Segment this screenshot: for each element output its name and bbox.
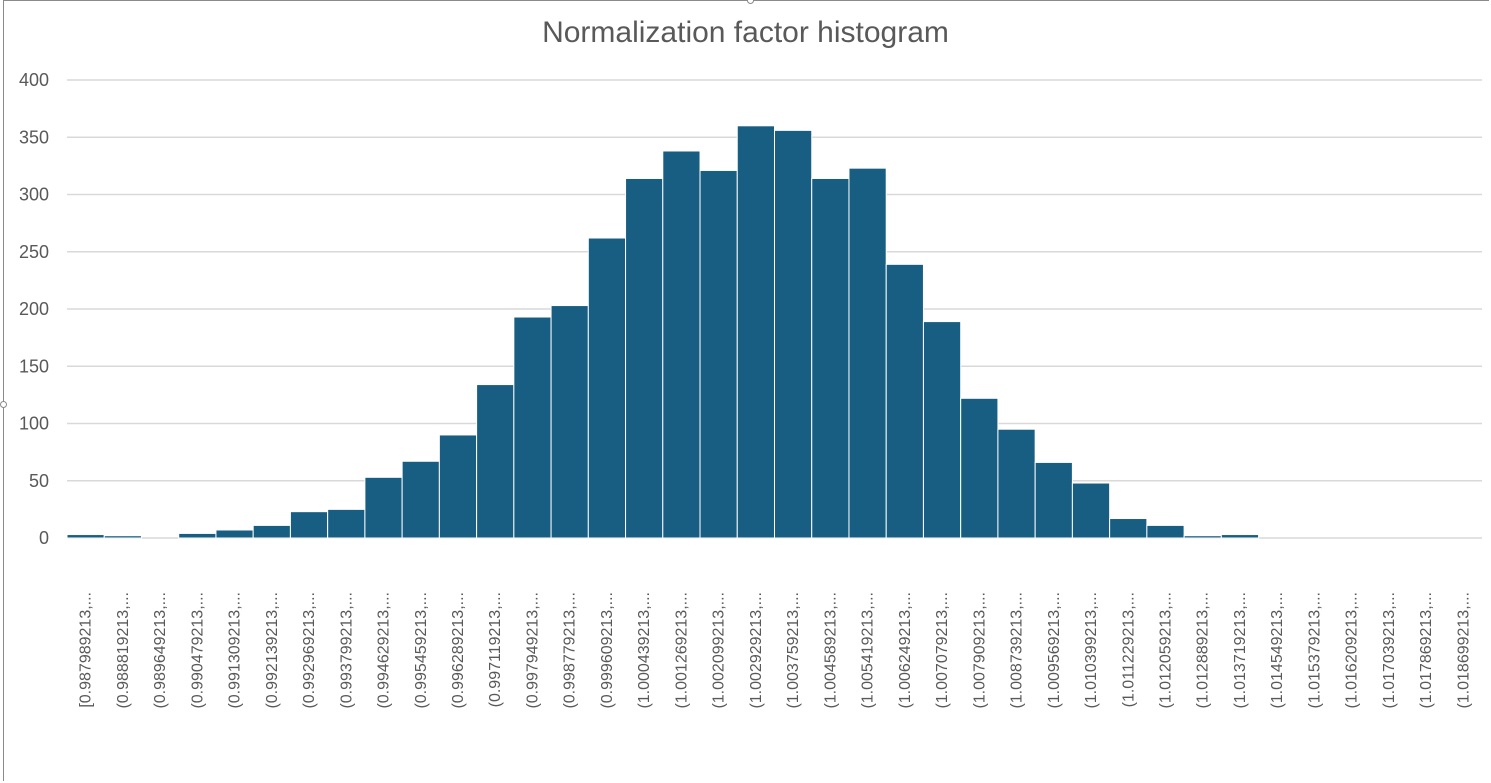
x-tick-label: (1.002929213,...: [748, 592, 765, 709]
chart-frame: [3, 0, 1489, 781]
histogram-bar: [922, 321, 962, 539]
y-axis-labels: 0 50 100 150 200 250 300 350 400: [19, 70, 49, 548]
x-tick-label: (0.990479213,...: [189, 592, 206, 709]
histogram-bar: [103, 535, 142, 539]
x-tick-label: (0.992969213,...: [301, 592, 318, 709]
histogram-bar: [1220, 534, 1260, 539]
histogram-bar: [550, 305, 589, 539]
bars: [66, 125, 1260, 539]
x-tick-label: (0.993799213,...: [338, 592, 355, 709]
histogram-bar: [289, 511, 329, 539]
y-tick-label: 250: [19, 242, 49, 262]
x-tick-label: (0.996289213,...: [450, 592, 467, 709]
histogram-bar: [997, 428, 1036, 539]
x-tick-label: (1.003759213,...: [785, 592, 802, 709]
x-tick-label: (1.005419213,...: [860, 592, 877, 709]
histogram-bar: [401, 460, 440, 539]
x-tick-label: (0.999609213,...: [599, 592, 616, 709]
histogram-bar: [1109, 518, 1148, 539]
x-tick-label: (1.012889213,...: [1195, 592, 1212, 709]
y-tick-label: 50: [29, 471, 49, 491]
x-tick-label: (0.992139213,...: [264, 592, 281, 709]
y-tick-label: 200: [19, 299, 49, 319]
histogram-bar: [66, 534, 105, 539]
histogram-bar: [215, 529, 254, 539]
x-tick-label: (1.015379213,...: [1306, 592, 1323, 709]
x-tick-label: (0.997949213,...: [524, 592, 541, 709]
histogram-bar: [1183, 535, 1222, 539]
histogram-bar: [699, 169, 738, 539]
x-tick-label: (1.002099213,...: [711, 592, 728, 709]
y-tick-label: 0: [39, 528, 49, 548]
x-tick-label: (0.991309213,...: [227, 592, 244, 709]
y-tick-label: 300: [19, 185, 49, 205]
x-tick-label: (1.000439213,...: [636, 592, 653, 709]
x-tick-label: (1.009569213,...: [1046, 592, 1063, 709]
histogram-bar: [736, 125, 776, 539]
histogram-bar: [513, 316, 552, 539]
histogram-bar: [848, 167, 887, 539]
y-tick-label: 400: [19, 70, 49, 90]
x-tick-label: (0.994629213,...: [376, 592, 393, 709]
histogram-bar: [178, 532, 217, 539]
x-axis-labels: [0.987989213,... (0.988819213,... (0.98964…: [78, 592, 1473, 709]
histogram-bar: [1034, 461, 1073, 539]
y-tick-label: 150: [19, 356, 49, 376]
histogram-bar: [438, 434, 478, 539]
histogram-bar: [1146, 524, 1185, 539]
histogram-bar: [774, 129, 813, 539]
x-tick-label: [0.987989213,...: [78, 592, 95, 708]
x-tick-label: (1.004589213,...: [822, 592, 839, 709]
histogram-bar: [662, 150, 701, 539]
histogram-bar: [811, 177, 850, 539]
y-tick-label: 100: [19, 414, 49, 434]
x-tick-label: (1.012059213,...: [1157, 592, 1174, 709]
x-tick-label: (1.016209213,...: [1344, 592, 1361, 709]
histogram-bar: [625, 177, 664, 539]
x-tick-label: (0.998779213,...: [562, 592, 579, 709]
x-tick-label: (1.006249213,...: [897, 592, 914, 709]
x-tick-label: (1.007079213,...: [934, 592, 951, 709]
histogram-bar: [1071, 482, 1111, 539]
x-tick-label: (1.001269213,...: [673, 592, 690, 709]
y-tick-label: 350: [19, 127, 49, 147]
histogram-bar: [476, 384, 515, 539]
histogram-bar: [364, 476, 403, 539]
histogram-bar: [587, 237, 627, 539]
x-tick-label: (1.008739213,...: [1009, 592, 1026, 709]
x-tick-label: (0.997119213,...: [487, 592, 504, 707]
resize-handle-top[interactable]: [747, 0, 754, 4]
histogram-bar: [327, 508, 366, 539]
x-tick-label: (0.988819213,...: [115, 592, 132, 709]
x-tick-label: (1.010399213,...: [1083, 592, 1100, 709]
resize-handle-left[interactable]: [0, 401, 7, 408]
histogram-bar: [960, 397, 999, 539]
x-tick-label: (0.989649213,...: [152, 592, 169, 709]
chart-title: Normalization factor histogram: [542, 16, 949, 49]
x-tick-label: (1.007909213,...: [971, 592, 988, 709]
x-tick-label: (1.018699213,...: [1455, 592, 1472, 709]
x-tick-label: (1.017039213,...: [1381, 592, 1398, 709]
x-tick-label: (1.014549213,...: [1269, 592, 1286, 709]
x-tick-label: (1.017869213,...: [1418, 592, 1435, 709]
x-tick-label: (1.011229213,...: [1120, 592, 1137, 707]
x-tick-label: (1.013719213,...: [1232, 592, 1249, 709]
histogram-bar: [885, 263, 924, 539]
histogram-bar: [252, 524, 291, 539]
x-tick-label: (0.995459213,...: [413, 592, 430, 709]
